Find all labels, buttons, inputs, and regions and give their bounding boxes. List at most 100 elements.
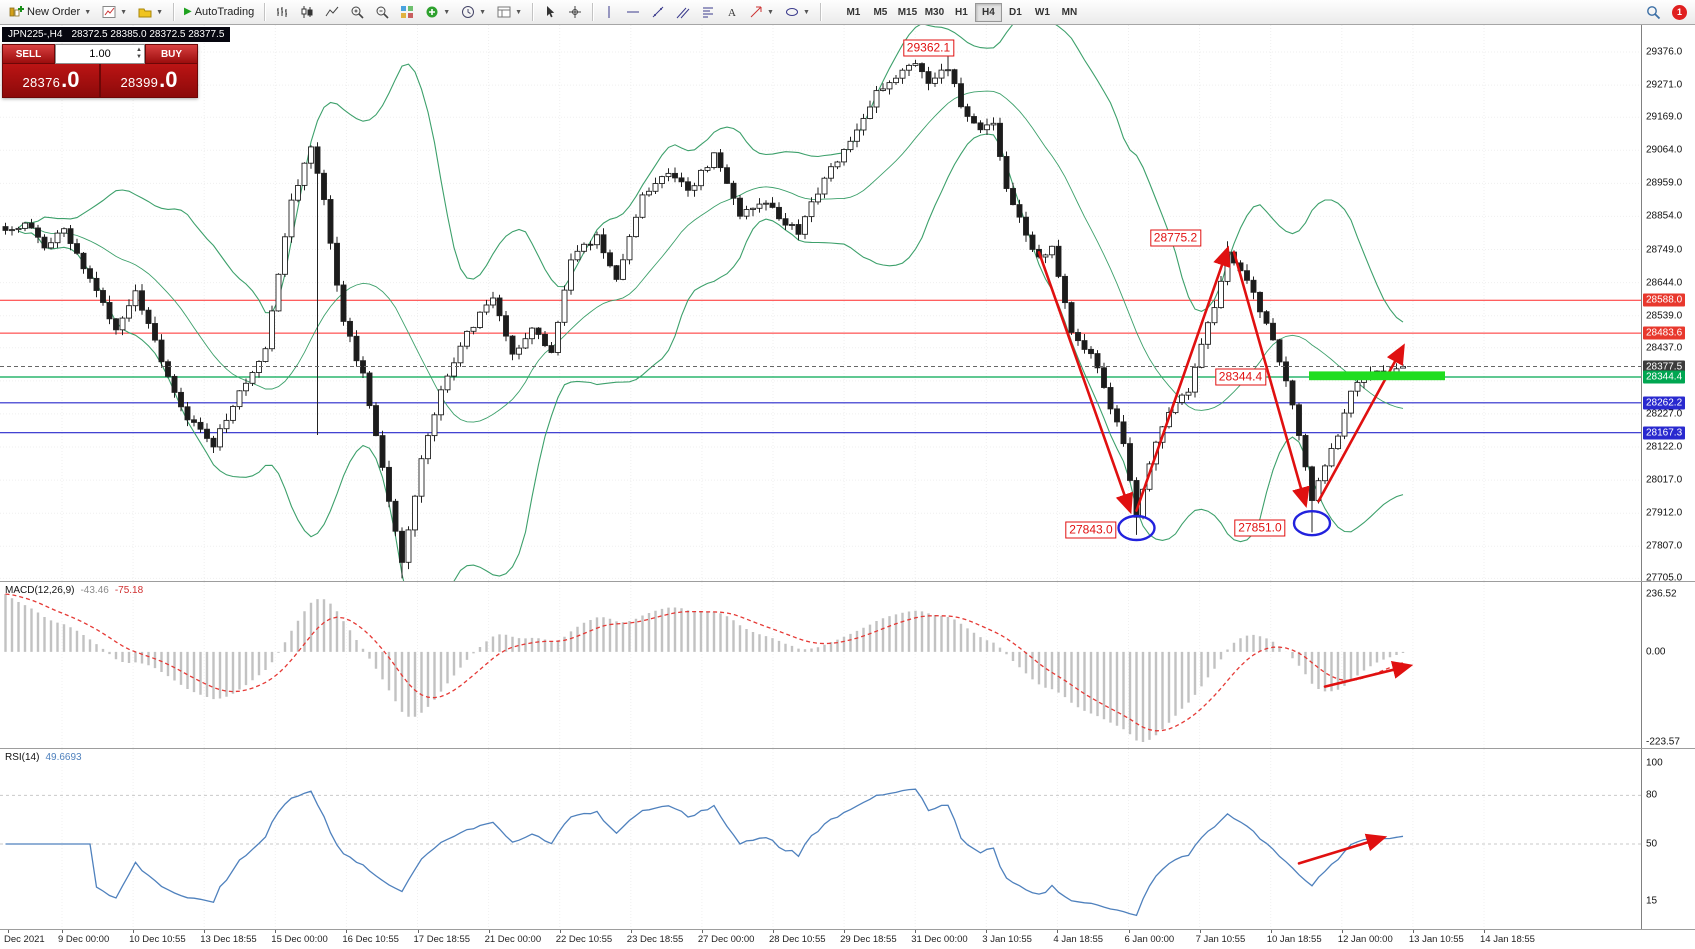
time-axis-tick [630, 930, 632, 933]
caret-down-icon: ▼ [479, 8, 487, 16]
timeframe-h1-button[interactable]: H1 [948, 3, 975, 22]
toolbar-separator [173, 3, 174, 21]
timeframe-m30-button[interactable]: M30 [921, 3, 948, 22]
candle-chart-mode-button[interactable] [295, 2, 319, 23]
time-axis-tick [346, 930, 348, 933]
bar-chart-mode-button[interactable] [270, 2, 294, 23]
autotrading-label: AutoTrading [194, 6, 255, 18]
buy-price-frac: .0 [159, 67, 178, 92]
arrow-tool-icon [750, 6, 762, 18]
price-axis-label: 27705.0 [1646, 572, 1683, 584]
new-order-button[interactable]: New Order ▼ [4, 2, 96, 23]
price-axis[interactable]: 29376.0 29271.0 29169.0 29064.0 28959.0 28854… [1641, 25, 1695, 584]
time-axis-label: 9 Dec 00:00 [58, 934, 110, 945]
tile-windows-icon [401, 6, 414, 18]
toolbar-separator [819, 3, 821, 21]
period-templates-button[interactable]: ▼ [456, 2, 491, 23]
rsi-title: RSI(14) [5, 752, 40, 763]
rsi-axis-label: 50 [1646, 838, 1658, 850]
arrows-tool-button[interactable]: ▼ [744, 2, 779, 23]
rsi-axis-label: 15 [1646, 895, 1658, 907]
fibonacci-tool-button[interactable] [696, 2, 720, 23]
templates-button[interactable]: ▼ [492, 2, 527, 23]
channel-tool-button[interactable] [671, 2, 695, 23]
zoom-out-button[interactable] [370, 2, 394, 23]
time-axis-tick [986, 930, 988, 933]
timeframe-m5-button[interactable]: M5 [867, 3, 894, 22]
indicators-plus-icon [426, 6, 438, 18]
rsi-label: RSI(14) 49.6693 [5, 752, 82, 763]
buy-price-display[interactable]: 28399 .0 [100, 64, 198, 98]
profiles-button[interactable]: ▼ [133, 2, 168, 23]
crosshair-tool-button[interactable] [563, 2, 587, 23]
timeframe-m15-button[interactable]: M15 [894, 3, 921, 22]
timeframe-w1-button[interactable]: W1 [1029, 3, 1056, 22]
buy-price-main: 28399 [120, 75, 159, 90]
macd-chart[interactable] [0, 582, 1641, 754]
trendline-tool-button[interactable] [646, 2, 670, 23]
vertical-line-icon [608, 6, 610, 18]
timeframe-d1-button[interactable]: D1 [1002, 3, 1029, 22]
time-axis-label: 13 Dec 18:55 [200, 934, 257, 945]
time-axis-label: 7 Jan 10:55 [1195, 934, 1246, 945]
macd-axis[interactable]: 236.52 0.00 -223.57 [1641, 582, 1695, 748]
sell-price-main: 28376 [22, 75, 61, 90]
time-axis-label: 12 Jan 00:00 [1337, 934, 1393, 945]
buy-button[interactable]: BUY [145, 44, 198, 64]
time-axis[interactable]: Dec 2021 9 Dec 00:00 10 Dec 10:55 13 Dec 18… [0, 929, 1695, 949]
timeframe-m1-button[interactable]: M1 [840, 3, 867, 22]
price-axis-label: 28749.0 [1646, 244, 1683, 255]
caret-down-icon: ▼ [120, 8, 128, 16]
time-axis-label: 10 Jan 18:55 [1266, 934, 1322, 945]
time-axis-tick [417, 930, 419, 933]
toolbar-separator [592, 3, 594, 21]
main-chart[interactable] [0, 9, 1641, 632]
volume-spinner[interactable]: ▲ ▼ [136, 47, 142, 61]
autotrading-button[interactable]: ▶ AutoTrading [179, 2, 259, 23]
volume-input[interactable]: 1.00 ▲ ▼ [55, 44, 145, 64]
timeframe-mn-button[interactable]: MN [1056, 3, 1083, 22]
time-axis-label: 4 Jan 18:55 [1053, 934, 1104, 945]
time-axis-tick [1341, 930, 1343, 933]
text-tool-button[interactable]: A [721, 2, 743, 23]
sell-button[interactable]: SELL [2, 44, 55, 64]
macd-main-value: -43.46 [80, 585, 109, 596]
price-axis-label: 29169.0 [1646, 111, 1683, 123]
timeframe-h4-button[interactable]: H4 [974, 2, 1002, 22]
symbol-label: JPN225-,H4 28372.5 28385.0 28372.5 28377… [2, 27, 231, 42]
zoom-in-button[interactable] [345, 2, 369, 23]
indicators-button[interactable]: ▼ [420, 2, 455, 23]
new-chart-icon [102, 6, 116, 18]
time-axis-tick [1412, 930, 1414, 933]
time-axis-label: 23 Dec 18:55 [626, 934, 684, 945]
new-order-label: New Order [27, 6, 81, 18]
sell-price-display[interactable]: 28376 .0 [2, 64, 100, 98]
spinner-down-icon[interactable]: ▼ [136, 54, 142, 60]
notification-badge[interactable]: 1 [1672, 4, 1687, 20]
templates-icon [497, 6, 511, 18]
autotrading-play-icon: ▶ [184, 6, 192, 17]
spinner-up-icon[interactable]: ▲ [136, 47, 142, 53]
price-level-badge: 28167.3 [1643, 426, 1686, 440]
svg-text:A: A [728, 7, 736, 19]
new-order-icon [9, 6, 24, 17]
caret-down-icon: ▼ [443, 8, 451, 16]
price-level-badge: 28344.4 [1643, 370, 1686, 384]
time-axis-label: 15 Dec 00:00 [271, 934, 328, 945]
horizontal-line-tool-button[interactable] [621, 2, 645, 23]
price-level-badge: 28262.2 [1643, 396, 1686, 410]
price-axis-label: 28539.0 [1646, 310, 1683, 322]
rsi-chart[interactable] [0, 749, 1641, 935]
vertical-line-tool-button[interactable] [598, 2, 620, 23]
search-button[interactable] [1641, 2, 1666, 23]
new-chart-button[interactable]: ▼ [97, 2, 132, 23]
time-axis-tick [1128, 930, 1130, 933]
tile-windows-button[interactable] [395, 2, 419, 23]
text-icon: A [728, 7, 736, 19]
profiles-folder-icon [138, 8, 152, 18]
cursor-tool-button[interactable] [538, 2, 562, 23]
rsi-axis[interactable]: 100 80 50 15 [1641, 749, 1695, 929]
shapes-tool-button[interactable]: ▼ [780, 2, 815, 23]
volume-value: 1.00 [89, 48, 111, 60]
line-chart-mode-button[interactable] [320, 2, 344, 23]
